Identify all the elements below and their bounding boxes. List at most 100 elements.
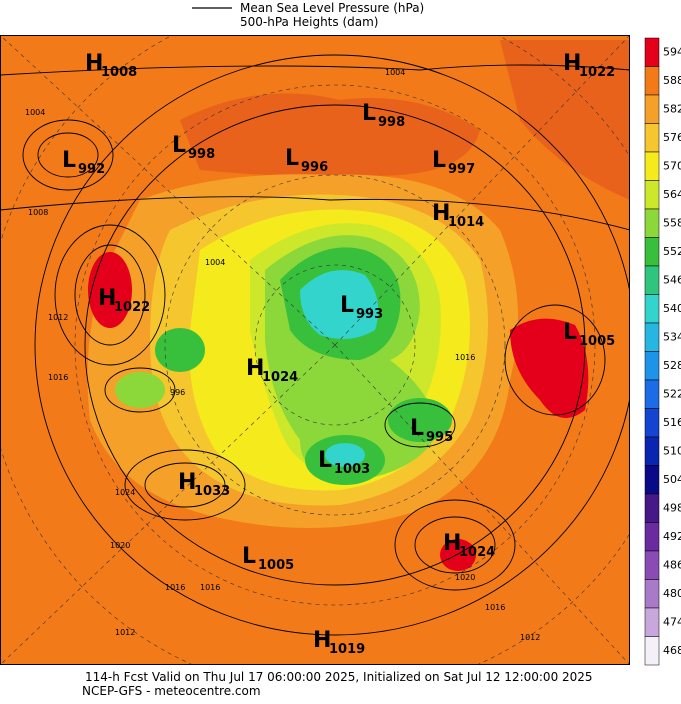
center-letter: H xyxy=(432,201,450,226)
center-value: 1008 xyxy=(101,65,137,80)
colorbar-cell xyxy=(644,94,660,124)
colorbar-label: 558 xyxy=(663,216,681,229)
center-value: 1022 xyxy=(579,65,615,80)
center-letter: L xyxy=(242,544,256,569)
center-value: 992 xyxy=(78,162,105,177)
center-letter: H xyxy=(246,356,264,381)
height-field xyxy=(440,539,476,571)
colorbar-label: 570 xyxy=(663,159,681,172)
colorbar-cell xyxy=(644,408,660,438)
center-value: 993 xyxy=(356,307,383,322)
height-field xyxy=(115,372,165,408)
colorbar-label: 474 xyxy=(663,615,681,628)
colorbar-label: 588 xyxy=(663,74,681,87)
center-letter: L xyxy=(563,320,577,345)
colorbar-label: 564 xyxy=(663,188,681,201)
center-value: 995 xyxy=(426,430,453,445)
colorbar-label: 528 xyxy=(663,359,681,372)
center-value: 998 xyxy=(188,147,215,162)
colorbar-label: 486 xyxy=(663,558,681,571)
colorbar-label: 522 xyxy=(663,387,681,400)
colorbar-cell xyxy=(644,636,660,666)
center-letter: L xyxy=(318,448,332,473)
center-value: 1005 xyxy=(258,558,294,573)
colorbar-label: 498 xyxy=(663,501,681,514)
isobar-label: 1016 xyxy=(455,353,475,362)
colorbar-label: 534 xyxy=(663,330,681,343)
isobar-labels: 1004 1004 1008 1012 1016 1020 1024 1016 1012 1016… xyxy=(25,68,540,642)
center-value: 1014 xyxy=(448,215,484,230)
colorbar-cell xyxy=(644,180,660,210)
isobar-label: 1016 xyxy=(200,583,220,592)
center-letter: H xyxy=(313,628,331,653)
colorbar-cell xyxy=(644,465,660,495)
colorbar-cell xyxy=(644,66,660,96)
colorbar-cell xyxy=(644,436,660,466)
isobar-label: 1012 xyxy=(48,313,68,322)
colorbar-cell xyxy=(644,579,660,609)
center-value: 997 xyxy=(448,162,475,177)
center-letter: L xyxy=(410,416,424,441)
colorbar-label: 516 xyxy=(663,416,681,429)
colorbar-cell xyxy=(644,151,660,181)
footer-line: NCEP-GFS - meteocentre.com xyxy=(82,684,261,698)
isobar-label: 1020 xyxy=(110,541,130,550)
center-letter: L xyxy=(285,146,299,171)
center-value: 1003 xyxy=(334,462,370,477)
legend-line-text: Mean Sea Level Pressure (hPa) xyxy=(240,1,424,15)
isobars xyxy=(0,54,630,636)
center-letter: H xyxy=(98,286,116,311)
center-value: 1024 xyxy=(459,545,495,560)
isobar-label: 1004 xyxy=(385,68,405,77)
center-letter: H xyxy=(178,470,196,495)
legend-fill-text: 500-hPa Heights (dam) xyxy=(240,15,378,29)
colorbar-cell xyxy=(644,351,660,381)
colorbar-cell xyxy=(644,237,660,267)
center-value: 1019 xyxy=(329,642,365,657)
height-field xyxy=(500,40,630,200)
center-letter: L xyxy=(340,293,354,318)
colorbar-label: 510 xyxy=(663,444,681,457)
colorbar-label: 576 xyxy=(663,131,681,144)
colorbar-cell xyxy=(644,607,660,637)
colorbar-cell xyxy=(644,123,660,153)
isobar-label: 1004 xyxy=(205,258,225,267)
height-field xyxy=(300,270,379,339)
map-border xyxy=(0,35,630,665)
colorbar-cell xyxy=(644,322,660,352)
isobar-label: 1024 xyxy=(115,488,135,497)
colorbar-label: 504 xyxy=(663,473,681,486)
center-letter: H xyxy=(563,51,581,76)
colorbar-label: 546 xyxy=(663,273,681,286)
isobar-label: 996 xyxy=(170,388,185,397)
center-letter: H xyxy=(443,531,461,556)
colorbar: 594 588 582 576 570 564 558 552 546 540 534 528 522 5… xyxy=(644,37,681,666)
center-value: 998 xyxy=(378,115,405,130)
center-value: 1022 xyxy=(114,300,150,315)
center-letter: L xyxy=(62,148,76,173)
center-value: 996 xyxy=(301,160,328,175)
colorbar-cell xyxy=(644,294,660,324)
height-field xyxy=(388,398,452,442)
height-field xyxy=(325,443,365,467)
colorbar-label: 480 xyxy=(663,587,681,600)
isobar-label: 1016 xyxy=(48,373,68,382)
center-letter: L xyxy=(172,133,186,158)
colorbar-cell xyxy=(644,37,660,67)
isobar-label: 1020 xyxy=(455,573,475,582)
footer-line: 114-h Fcst Valid on Thu Jul 17 06:00:00 … xyxy=(85,670,593,684)
center-letter: L xyxy=(432,148,446,173)
colorbar-label: 594 xyxy=(663,45,681,58)
center-letter: H xyxy=(85,51,103,76)
colorbar-label: 552 xyxy=(663,245,681,258)
center-value: 1005 xyxy=(579,334,615,349)
center-value: 1024 xyxy=(262,370,298,385)
isobar-label: 1012 xyxy=(115,628,135,637)
isobar-label: 1004 xyxy=(25,108,45,117)
colorbar-cell xyxy=(644,379,660,409)
colorbar-label: 492 xyxy=(663,530,681,543)
isobar-label: 1016 xyxy=(485,603,505,612)
